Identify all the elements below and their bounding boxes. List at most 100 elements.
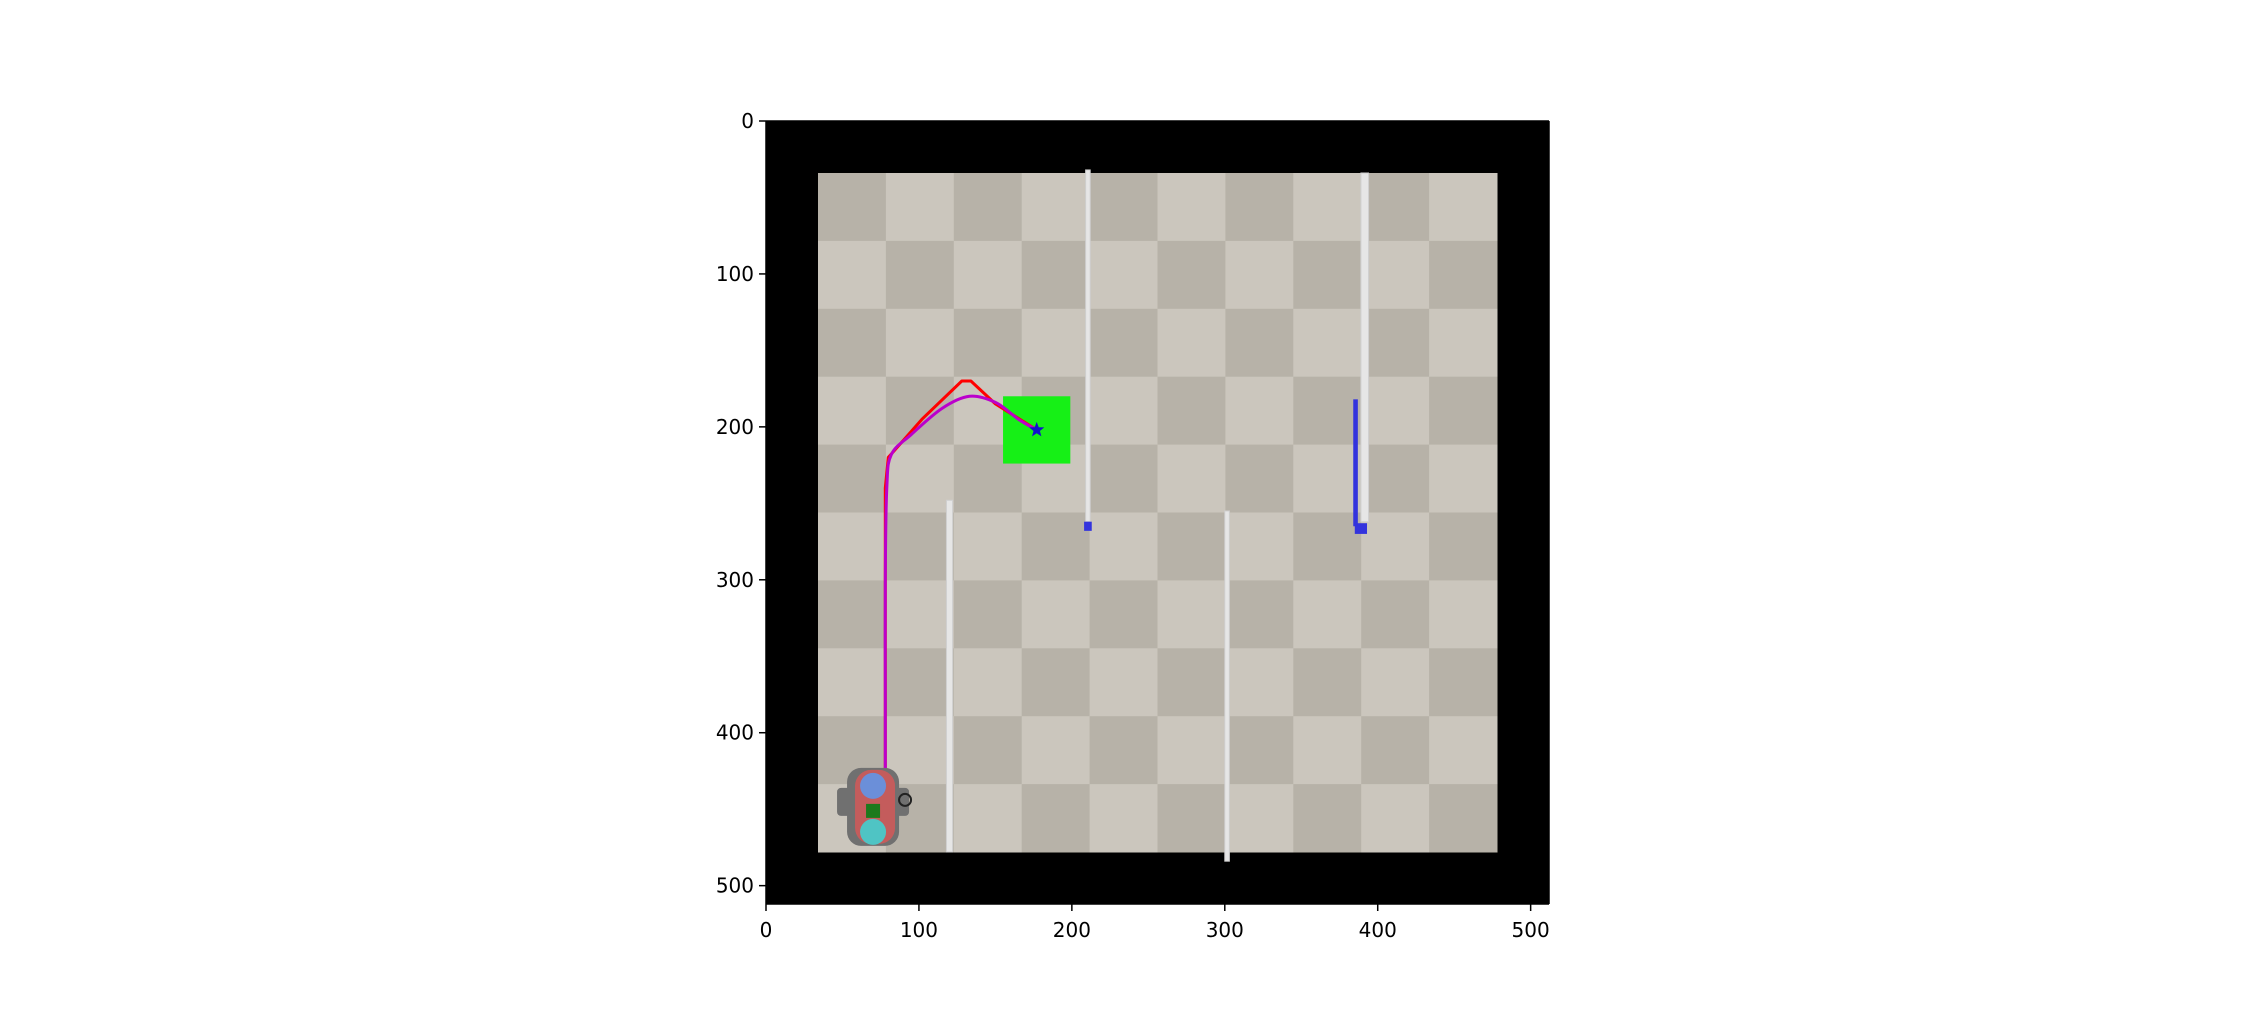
floor-tile xyxy=(817,580,887,649)
floor-tile xyxy=(953,648,1023,717)
floor-tile xyxy=(1293,512,1362,581)
x-tick-label: 0 xyxy=(760,918,773,942)
floor-tile xyxy=(817,240,887,310)
wall xyxy=(1360,172,1370,523)
floor-tile xyxy=(1429,172,1498,242)
floor-tile xyxy=(885,648,955,717)
floor-tile xyxy=(1157,784,1226,853)
floor-tile xyxy=(1361,512,1430,581)
y-tick-label: 200 xyxy=(716,415,754,439)
floor-tile xyxy=(953,784,1023,853)
floor-tile xyxy=(1021,716,1091,785)
floor-tile xyxy=(1429,648,1498,717)
y-tick-label: 500 xyxy=(716,874,754,898)
floor-tile xyxy=(1157,444,1226,513)
robot-right-wheel xyxy=(893,787,910,816)
floor-tile xyxy=(817,512,887,581)
floor-tile xyxy=(1361,580,1430,649)
wall xyxy=(945,499,954,853)
floor-tile xyxy=(1429,512,1498,581)
wall xyxy=(1085,169,1091,523)
wall xyxy=(1224,510,1230,862)
x-tick-label: 500 xyxy=(1512,918,1550,942)
floor-tile xyxy=(1225,308,1294,378)
floor-tile xyxy=(1089,512,1158,581)
floor-tile xyxy=(1157,716,1226,785)
y-tick-label: 400 xyxy=(716,721,754,745)
floor-tile xyxy=(1021,784,1091,853)
floor-tile xyxy=(1225,376,1294,446)
floor-tile xyxy=(953,580,1023,649)
floor-tile xyxy=(885,716,955,785)
floor-tile xyxy=(1089,308,1158,378)
floor-tile xyxy=(1293,444,1362,513)
floor-tile xyxy=(1361,172,1430,242)
floor-tile xyxy=(1361,376,1430,446)
floor-tile xyxy=(885,512,955,581)
x-tick-label: 200 xyxy=(1053,918,1091,942)
environment-layer xyxy=(766,121,1549,904)
floor-tile xyxy=(1089,376,1158,446)
floor-tile xyxy=(1293,172,1362,242)
trajectory-series-layer xyxy=(883,379,1045,794)
floor-tile xyxy=(817,444,887,513)
floor-tile xyxy=(1021,172,1091,242)
robot-left-wheel xyxy=(837,787,854,816)
floor-tile xyxy=(953,308,1023,378)
floor-tile xyxy=(1089,580,1158,649)
floor-tile xyxy=(953,716,1023,785)
floor-tile xyxy=(885,580,955,649)
floor-tile xyxy=(1225,580,1294,649)
floor-tile xyxy=(1225,648,1294,717)
floor-tile xyxy=(1293,716,1362,785)
floor-tile xyxy=(1293,240,1362,310)
floor-tile xyxy=(1089,172,1158,242)
floor-tile xyxy=(1089,784,1158,853)
floor-tile xyxy=(1293,580,1362,649)
floor-tile xyxy=(1293,308,1362,378)
floor-tile xyxy=(1157,240,1226,310)
y-tick-label: 0 xyxy=(741,109,754,133)
floor-tile xyxy=(1157,308,1226,378)
floor-tile xyxy=(1429,444,1498,513)
floor-tile xyxy=(1157,376,1226,446)
floor-tile xyxy=(1225,512,1294,581)
floor-tile xyxy=(885,376,955,446)
floor-tile xyxy=(817,376,887,446)
floor-tile xyxy=(1361,784,1430,853)
floor-tile xyxy=(953,512,1023,581)
x-tick-label: 300 xyxy=(1206,918,1244,942)
floor-tile xyxy=(1157,648,1226,717)
x-tick-label: 400 xyxy=(1359,918,1397,942)
blue-marker xyxy=(1084,521,1092,531)
floor-tile xyxy=(1225,240,1294,310)
floor-tile xyxy=(1089,648,1158,717)
floor-tile xyxy=(1157,172,1226,242)
floor-tile xyxy=(885,240,955,310)
floor-tile xyxy=(817,172,887,242)
floor-tile xyxy=(1293,376,1362,446)
floor-tile xyxy=(1293,648,1362,717)
floor-tile xyxy=(1361,240,1430,310)
floor-tile xyxy=(1429,580,1498,649)
floor-tile xyxy=(1089,240,1158,310)
floor-tile xyxy=(1429,784,1498,853)
floor-tile xyxy=(1225,784,1294,853)
floor-tile xyxy=(817,308,887,378)
x-tick-label: 100 xyxy=(900,918,938,942)
y-tick-label: 300 xyxy=(716,568,754,592)
floor-tile xyxy=(1021,512,1091,581)
robot-layer xyxy=(837,767,913,846)
trajectory-series-2 xyxy=(883,394,1038,794)
y-tick-label: 100 xyxy=(716,262,754,286)
floor-tile xyxy=(1021,240,1091,310)
floor-tile xyxy=(885,308,955,378)
floor-tile xyxy=(885,172,955,242)
floor-tile xyxy=(1021,648,1091,717)
goal-star-marker xyxy=(1029,421,1045,437)
floor-tile xyxy=(1361,444,1430,513)
floor-tile xyxy=(1225,172,1294,242)
floor-tile xyxy=(1361,648,1430,717)
